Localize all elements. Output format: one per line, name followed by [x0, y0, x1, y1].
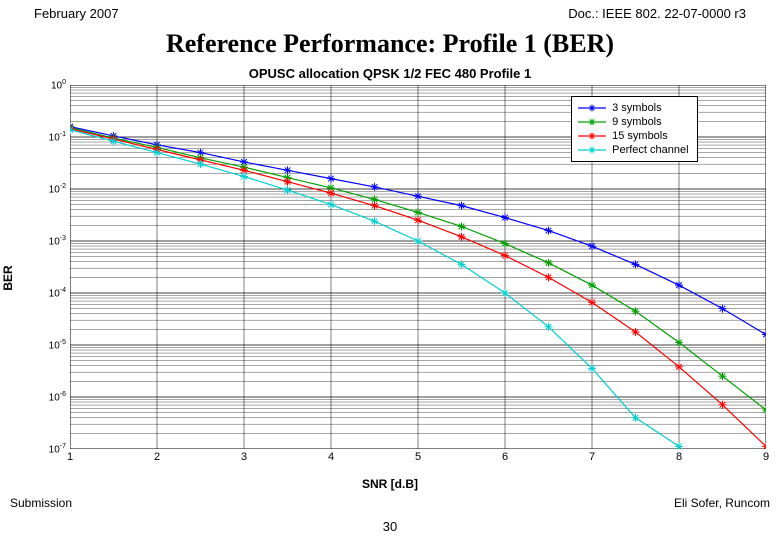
- x-tick: 1: [67, 451, 73, 463]
- legend-item: 9 symbols: [578, 115, 688, 129]
- legend-swatch: [578, 117, 606, 127]
- x-axis-label: SNR [d.B]: [0, 477, 780, 491]
- y-tick: 10-2: [26, 183, 66, 195]
- y-tick: 10-5: [26, 339, 66, 351]
- y-axis-label: BER: [1, 265, 15, 290]
- legend-item: Perfect channel: [578, 143, 688, 157]
- legend-item: 3 symbols: [578, 101, 688, 115]
- legend-label: 15 symbols: [612, 129, 668, 143]
- y-tick: 10-1: [26, 131, 66, 143]
- x-tick: 4: [328, 451, 334, 463]
- header-date: February 2007: [34, 6, 119, 21]
- chart-legend: 3 symbols9 symbols15 symbolsPerfect chan…: [571, 96, 697, 162]
- y-tick: 100: [26, 79, 66, 91]
- x-tick: 3: [241, 451, 247, 463]
- x-tick: 7: [589, 451, 595, 463]
- legend-swatch: [578, 131, 606, 141]
- y-tick: 10-4: [26, 287, 66, 299]
- x-tick: 5: [415, 451, 421, 463]
- y-tick: 10-7: [26, 443, 66, 455]
- slide-title: Reference Performance: Profile 1 (BER): [0, 29, 780, 59]
- y-tick: 10-6: [26, 391, 66, 403]
- slide-header: February 2007 Doc.: IEEE 802. 22-07-0000…: [0, 0, 780, 23]
- slide-footer: Submission Eli Sofer, Runcom: [0, 493, 780, 513]
- header-doc: Doc.: IEEE 802. 22-07-0000 r3: [568, 6, 746, 21]
- chart-title: OPUSC allocation QPSK 1/2 FEC 480 Profil…: [0, 66, 780, 81]
- x-tick: 6: [502, 451, 508, 463]
- x-tick: 9: [763, 451, 769, 463]
- page-number: 30: [383, 519, 397, 534]
- y-tick: 10-3: [26, 235, 66, 247]
- legend-label: 9 symbols: [612, 115, 662, 129]
- legend-swatch: [578, 145, 606, 155]
- x-tick: 8: [676, 451, 682, 463]
- legend-swatch: [578, 103, 606, 113]
- legend-item: 15 symbols: [578, 129, 688, 143]
- footer-right: Eli Sofer, Runcom: [674, 496, 770, 510]
- chart-container: OPUSC allocation QPSK 1/2 FEC 480 Profil…: [0, 63, 780, 493]
- x-tick: 2: [154, 451, 160, 463]
- legend-label: Perfect channel: [612, 143, 688, 157]
- legend-label: 3 symbols: [612, 101, 662, 115]
- footer-left: Submission: [10, 496, 72, 510]
